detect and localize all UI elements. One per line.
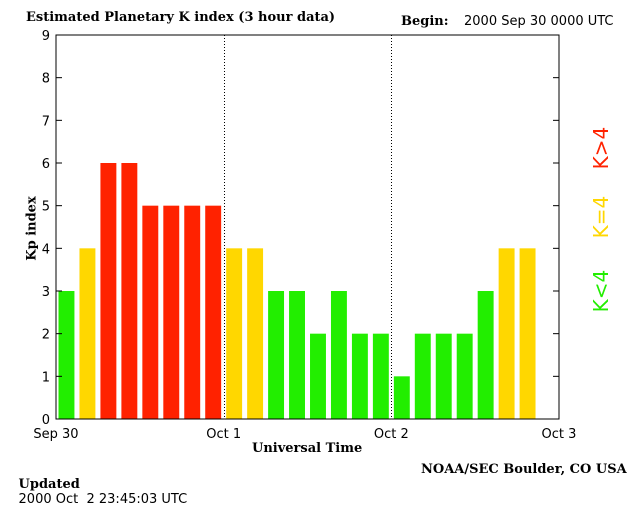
- legend-mid: K=4: [589, 195, 613, 239]
- y-tick-label: 9: [42, 29, 50, 44]
- kp-bar: [435, 333, 452, 419]
- legend-high: K>4: [589, 126, 613, 170]
- x-tick-label: Sep 30: [33, 427, 78, 442]
- source-credit: NOAA/SEC Boulder, CO USA: [421, 462, 627, 477]
- kp-bar: [519, 248, 536, 419]
- y-tick-label: 8: [42, 72, 50, 87]
- y-tick-label: 6: [42, 157, 50, 172]
- kp-index-page: Estimated Planetary K index (3 hour data…: [18, 10, 627, 507]
- legend-low: K<4: [589, 269, 613, 313]
- kp-bar: [247, 248, 264, 419]
- y-axis-label: Kp index: [24, 196, 40, 261]
- y-tick-label: 1: [42, 370, 50, 385]
- updated-line: Updated 2000 Oct 2 23:45:03 UTC: [2, 462, 188, 522]
- y-tick-label: 5: [42, 200, 50, 215]
- x-tick-label: Oct 2: [374, 427, 409, 442]
- kp-bar: [163, 205, 180, 419]
- kp-bar: [351, 333, 368, 419]
- x-tick-label: Oct 1: [206, 427, 241, 442]
- y-tick-label: 7: [42, 114, 50, 129]
- y-axis-ticks: 0 1 2 3 4 5 6 7 8 9: [42, 29, 559, 428]
- kp-bar: [456, 333, 473, 419]
- y-tick-label: 2: [42, 328, 50, 343]
- kp-bar: [477, 291, 494, 419]
- updated-value: 2000 Oct 2 23:45:03 UTC: [18, 492, 188, 507]
- day-divider-group: [224, 35, 392, 419]
- kp-chart: 0 1 2 3 4 5 6 7 8 9 Sep 30 Oct 1 Oct 2 Oct 3: [33, 29, 576, 442]
- kp-bar: [393, 376, 410, 419]
- kp-bar: [268, 291, 285, 419]
- kp-bar: [330, 291, 347, 419]
- kp-bar: [414, 333, 431, 419]
- kp-bar: [205, 205, 222, 419]
- kp-bar: [372, 333, 389, 419]
- y-tick-label: 0: [42, 413, 50, 428]
- plot-frame: [55, 34, 560, 420]
- begin-label: Begin:: [401, 14, 449, 29]
- kp-bar: [121, 163, 138, 419]
- kp-bar: [289, 291, 305, 419]
- kp-bar: [226, 248, 243, 419]
- updated-label: Updated: [18, 477, 80, 492]
- kp-bar: [498, 248, 515, 419]
- kp-bar: [310, 333, 326, 419]
- chart-title: Estimated Planetary K index (3 hour data…: [26, 10, 336, 25]
- bar-group: [58, 163, 536, 419]
- begin-value: 2000 Sep 30 0000 UTC: [464, 14, 614, 29]
- x-tick-label: Oct 3: [542, 427, 577, 442]
- x-axis-ticks: Sep 30 Oct 1 Oct 2 Oct 3: [33, 427, 576, 442]
- kp-bar: [100, 163, 117, 419]
- kp-bar: [58, 291, 75, 419]
- x-axis-label: Universal Time: [252, 441, 363, 456]
- kp-bar: [79, 248, 96, 419]
- kp-bar: [142, 205, 159, 419]
- y-tick-label: 4: [42, 242, 50, 257]
- kp-bar: [184, 205, 201, 419]
- y-tick-label: 3: [42, 285, 50, 300]
